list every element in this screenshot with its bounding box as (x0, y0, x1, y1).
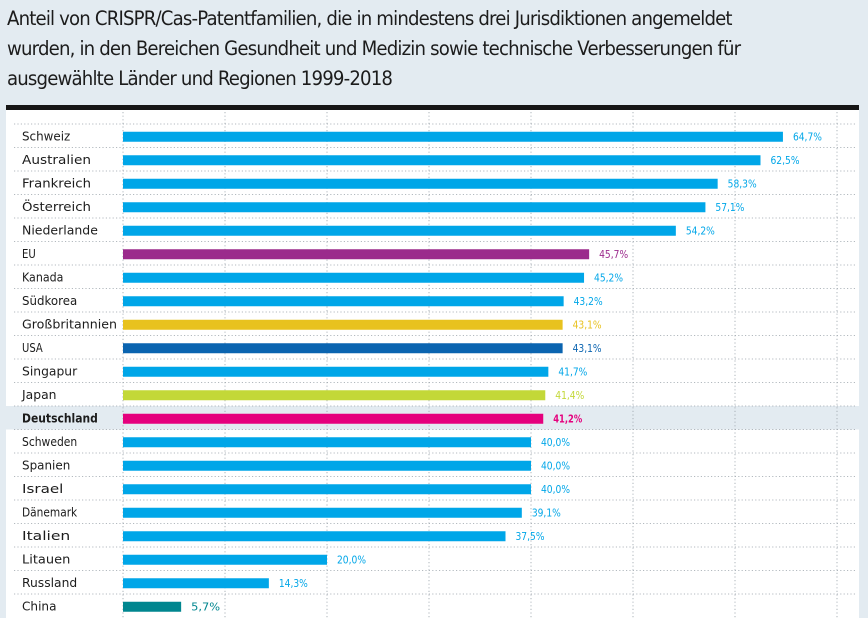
category-label: Russland (22, 575, 77, 590)
bar (123, 178, 718, 189)
value-label: 40,0% (541, 460, 570, 472)
category-label: Kanada (22, 269, 63, 284)
category-label: Italien (22, 528, 70, 543)
value-label: 54,2% (686, 225, 715, 237)
category-label: EU (22, 246, 36, 261)
value-label: 43,1% (573, 319, 602, 331)
value-label: 20,0% (337, 554, 366, 566)
chart-top-rule (6, 105, 859, 110)
category-label: Israel (22, 481, 63, 496)
value-label: 45,7% (599, 249, 628, 261)
category-label: Singapur (22, 363, 78, 378)
chart-title-line: Anteil von CRISPR/Cas-Patentfamilien, di… (7, 7, 733, 30)
value-label: 58,3% (728, 178, 757, 190)
value-label: 43,2% (574, 296, 603, 308)
bar (123, 437, 531, 448)
bar (123, 131, 783, 142)
bar (123, 296, 564, 307)
bar (123, 484, 531, 495)
bar (123, 460, 531, 471)
bar (123, 507, 522, 518)
bar (123, 531, 506, 542)
value-label: 40,0% (541, 437, 570, 449)
category-label: Frankreich (22, 175, 91, 190)
value-label: 41,7% (558, 366, 587, 378)
bar (123, 249, 590, 260)
value-label: 14,3% (279, 578, 308, 590)
category-label: Österreich (22, 198, 91, 214)
bar (123, 272, 585, 283)
category-label: China (22, 598, 57, 613)
category-label: Südkorea (22, 293, 77, 308)
value-label: 57,1% (715, 202, 744, 214)
bar (123, 601, 182, 612)
bar (123, 225, 676, 236)
bar (123, 202, 706, 213)
value-label: 39,1% (532, 507, 561, 519)
category-label: Litauen (22, 551, 70, 566)
value-label: 40,0% (541, 484, 570, 496)
value-label: 41,4% (555, 390, 584, 402)
category-label: Dänemark (22, 504, 78, 519)
value-label: 41,2% (553, 413, 582, 425)
chart-title: Anteil von CRISPR/Cas-Patentfamilien, di… (7, 4, 805, 94)
category-label: Australien (22, 152, 91, 167)
category-label: Großbritannien (22, 316, 117, 331)
bar (123, 413, 544, 424)
value-label: 45,2% (594, 272, 623, 284)
bar (123, 319, 563, 330)
value-label: 64,7% (793, 131, 822, 143)
category-label: Japan (21, 387, 56, 402)
value-label: 43,1% (573, 343, 602, 355)
chart-title-line: ausgewählte Länder und Regionen 1999-201… (7, 67, 393, 90)
value-label: 62,5% (771, 155, 800, 167)
bar (123, 343, 563, 354)
chart-title-line: wurden, in den Bereichen Gesundheit und … (7, 37, 741, 60)
category-label: Schweiz (22, 128, 71, 143)
category-label: Niederlande (22, 222, 98, 237)
category-label: Deutschland (22, 410, 98, 425)
bar (123, 554, 327, 565)
bar (123, 390, 546, 401)
value-label: 37,5% (516, 531, 545, 543)
category-label: Spanien (22, 457, 70, 472)
category-label: USA (22, 340, 43, 355)
value-label: 5,7% (191, 601, 220, 613)
bar (123, 366, 549, 377)
bar (123, 578, 269, 589)
bar (123, 155, 761, 166)
category-label: Schweden (22, 434, 77, 449)
